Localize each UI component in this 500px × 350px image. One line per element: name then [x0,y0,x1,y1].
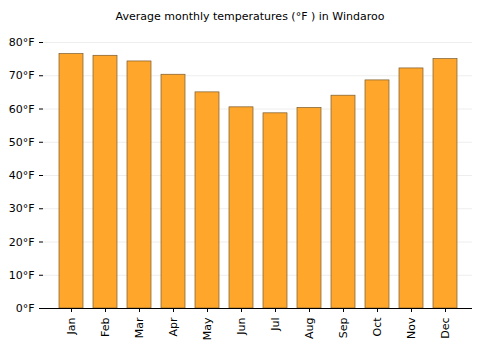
svg-text:30°F: 30°F [9,202,35,215]
svg-text:May: May [201,317,214,340]
svg-text:10°F: 10°F [9,269,35,282]
svg-text:80°F: 80°F [9,36,35,49]
svg-text:Aug: Aug [303,318,316,339]
svg-text:40°F: 40°F [9,169,35,182]
svg-text:Mar: Mar [133,317,146,338]
svg-text:Jul: Jul [269,318,282,332]
svg-text:Nov: Nov [405,317,418,339]
svg-text:Dec: Dec [439,318,452,339]
svg-text:Sep: Sep [337,317,350,338]
svg-text:Feb: Feb [99,317,112,336]
svg-text:Apr: Apr [167,317,180,337]
svg-text:60°F: 60°F [9,103,35,116]
svg-text:Oct: Oct [371,317,384,337]
html-text:Average monthly temperatures (: Average monthly temperatures (°F ) in Wi… [115,10,385,23]
svg-text:Jun: Jun [235,317,248,335]
svg-text:50°F: 50°F [9,136,35,149]
svg-text:Jan: Jan [65,317,78,335]
svg-text:70°F: 70°F [9,69,35,82]
svg-text:0°F: 0°F [16,302,35,315]
svg-text:20°F: 20°F [9,236,35,249]
